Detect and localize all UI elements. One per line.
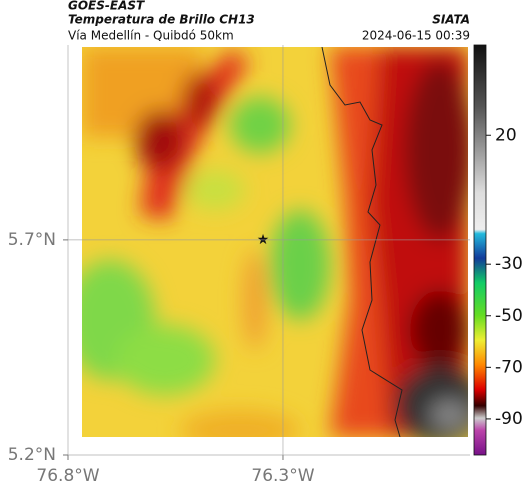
product: Temperatura de Brillo CH13: [68, 13, 255, 27]
boundary: [321, 47, 403, 437]
y-tick-label: 5.2°N: [8, 445, 56, 465]
y-tick-label: 5.7°N: [8, 230, 56, 250]
timestamp: 2024-06-15 00:39: [362, 29, 470, 43]
organization: SIATA: [432, 13, 470, 27]
route: Vía Medellín - Quibdó 50km: [68, 29, 234, 43]
x-tick-label: 76.8°W: [36, 466, 99, 486]
brightness-field: [82, 47, 468, 437]
colorbar: [473, 44, 487, 456]
colorbar-tick-label: -70: [495, 357, 523, 377]
x-tick-label: 76.3°W: [251, 466, 314, 486]
colorbar-tick-label: -30: [495, 254, 523, 274]
colorbar-tick-label: 20: [495, 125, 517, 145]
colorbar-tick-label: -50: [495, 306, 523, 326]
source: GOES-EAST: [68, 0, 145, 13]
colorbar-tick-label: -90: [495, 409, 523, 429]
